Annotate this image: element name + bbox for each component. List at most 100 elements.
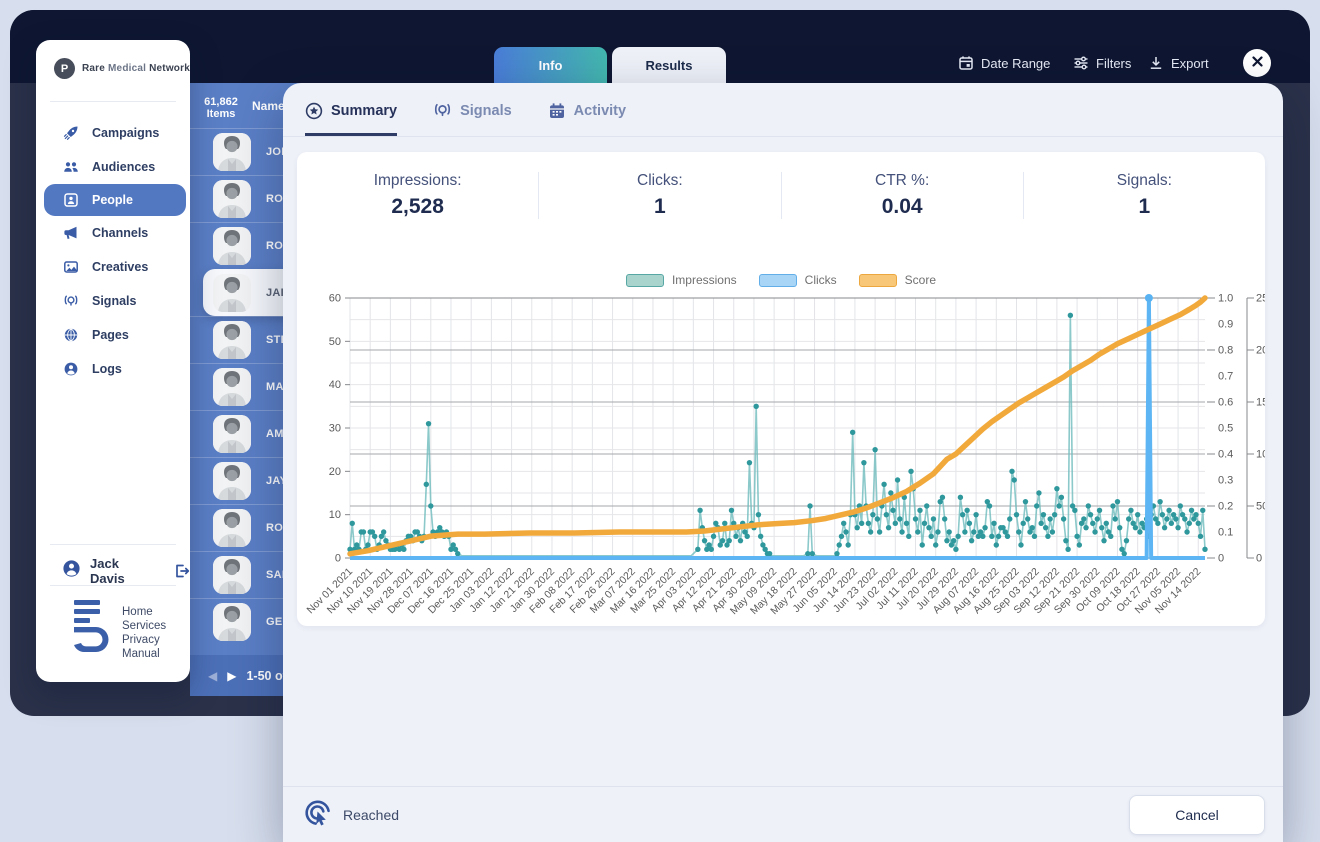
person-icon: [63, 361, 79, 377]
svg-text:250: 250: [1256, 294, 1265, 305]
sidebar-item-logs[interactable]: Logs: [36, 352, 190, 386]
footer-link-services[interactable]: Services: [122, 620, 167, 632]
logout-icon[interactable]: [172, 562, 190, 580]
svg-text:0: 0: [1256, 553, 1262, 565]
filter-sliders-icon: [1073, 55, 1089, 71]
page-next-icon[interactable]: ▶: [227, 668, 237, 683]
avatar: [213, 509, 251, 547]
avatar: [213, 556, 251, 594]
stat-clicks: Clicks: 1: [538, 172, 780, 219]
people-icon: [63, 159, 79, 175]
sidebar-item-channels[interactable]: Channels: [36, 216, 190, 250]
svg-text:0.4: 0.4: [1218, 449, 1233, 461]
tab-signals[interactable]: Signals: [433, 100, 512, 136]
items-count-unit: Items: [206, 107, 236, 120]
app-header: Info Results Date Range Filters Export: [10, 10, 1310, 83]
tab-results[interactable]: Results: [612, 47, 726, 83]
avatar: [213, 133, 251, 171]
sidebar-item-signals[interactable]: Signals: [36, 284, 190, 318]
close-button[interactable]: [1243, 49, 1271, 77]
image-icon: [63, 259, 79, 275]
close-icon: [1251, 54, 1263, 72]
tab-summary[interactable]: Summary: [305, 100, 398, 136]
svg-text:0: 0: [335, 553, 341, 565]
sidebar-item-people[interactable]: People: [44, 184, 186, 216]
date-range-label: Date Range: [981, 55, 1051, 71]
sidebar-item-label: Logs: [92, 362, 122, 376]
tab-info-label: Info: [538, 57, 563, 73]
list-item[interactable]: SAN: [190, 551, 310, 598]
stat-ctr: CTR %: 0.04: [780, 172, 1023, 219]
tab-info[interactable]: Info: [494, 47, 607, 83]
person-name: AMI: [266, 428, 288, 440]
svg-text:40: 40: [329, 379, 341, 391]
legend-swatch: [758, 273, 797, 287]
legend-swatch: [625, 273, 664, 287]
sidebar-item-pages[interactable]: Pages: [36, 318, 190, 352]
globe-icon: [63, 327, 79, 343]
sidebar-item-audiences[interactable]: Audiences: [36, 150, 190, 184]
list-item[interactable]: ROB: [190, 175, 310, 222]
sidebar-item-label: People: [92, 193, 133, 207]
sidebar-item-label: Pages: [92, 328, 129, 342]
stat-label: CTR %:: [875, 172, 930, 189]
stat-label: Impressions:: [373, 172, 462, 189]
person-name: STE: [266, 334, 289, 346]
stat-value: 1: [654, 195, 666, 218]
list-item[interactable]: JOHN: [190, 128, 310, 175]
svg-text:10: 10: [329, 509, 341, 521]
avatar: [213, 603, 251, 641]
user-row: Jack Davis: [36, 556, 190, 586]
reached-status: Reached: [303, 798, 399, 831]
list-item[interactable]: STE: [190, 316, 310, 363]
svg-text:0.2: 0.2: [1218, 501, 1233, 513]
tab-signals-label: Signals: [460, 102, 512, 119]
svg-text:0.7: 0.7: [1218, 371, 1233, 383]
tab-activity[interactable]: Activity: [548, 100, 626, 136]
brand-word-3: Network: [149, 63, 190, 74]
footer-link-manual[interactable]: Manual: [122, 648, 160, 660]
svg-text:0.9: 0.9: [1218, 319, 1233, 331]
divider: [50, 101, 176, 102]
list-item[interactable]: JAY: [190, 457, 310, 504]
svg-text:30: 30: [329, 423, 341, 435]
cancel-button[interactable]: Cancel: [1129, 794, 1265, 835]
export-button[interactable]: Export: [1148, 50, 1209, 76]
svg-text:0.5: 0.5: [1218, 423, 1233, 435]
legend-label: Impressions: [671, 273, 737, 287]
name-column-header: Name: [252, 98, 285, 113]
user-avatar-icon: [62, 559, 81, 583]
svg-text:0.3: 0.3: [1218, 475, 1233, 487]
sidebar-item-campaigns[interactable]: Campaigns: [36, 116, 190, 150]
export-label: Export: [1171, 55, 1209, 71]
filters-button[interactable]: Filters: [1073, 50, 1131, 76]
modal-tabs: Summary Signals Activity: [283, 83, 1283, 137]
modal-footer: Reached Cancel: [283, 786, 1283, 842]
sidebar: P Rare Medical Network Campaigns Audienc…: [36, 40, 190, 682]
avatar: [213, 462, 251, 500]
avatar: [213, 227, 251, 265]
rocket-icon: [63, 125, 79, 141]
page-previous-icon[interactable]: ◀: [208, 668, 218, 683]
bulb-icon: [433, 101, 452, 120]
legend-item: Score: [858, 273, 936, 287]
date-range-button[interactable]: Date Range: [958, 50, 1050, 76]
filters-label: Filters: [1096, 55, 1132, 71]
sidebar-item-creatives[interactable]: Creatives: [36, 250, 190, 284]
stat-signals: Signals: 1: [1022, 172, 1265, 219]
star-circle-icon: [305, 102, 323, 120]
stat-value: 0.04: [881, 195, 923, 218]
legend-swatch: [858, 273, 897, 287]
footer-link-privacy[interactable]: Privacy: [122, 634, 160, 646]
summary-card: Impressions: 2,528 Clicks: 1 CTR %: 0.04…: [297, 152, 1274, 626]
sidebar-item-label: Channels: [92, 226, 149, 240]
stat-value: 2,528: [391, 195, 444, 218]
footer-link-home[interactable]: Home: [122, 606, 153, 618]
svg-text:50: 50: [329, 336, 341, 348]
avatar: [213, 321, 251, 359]
list-item[interactable]: AMI: [190, 410, 310, 457]
list-item[interactable]: RON: [190, 222, 310, 269]
sidebar-item-label: Campaigns: [92, 126, 160, 140]
calendar-icon: [548, 102, 566, 120]
brand: P Rare Medical Network: [36, 40, 190, 79]
